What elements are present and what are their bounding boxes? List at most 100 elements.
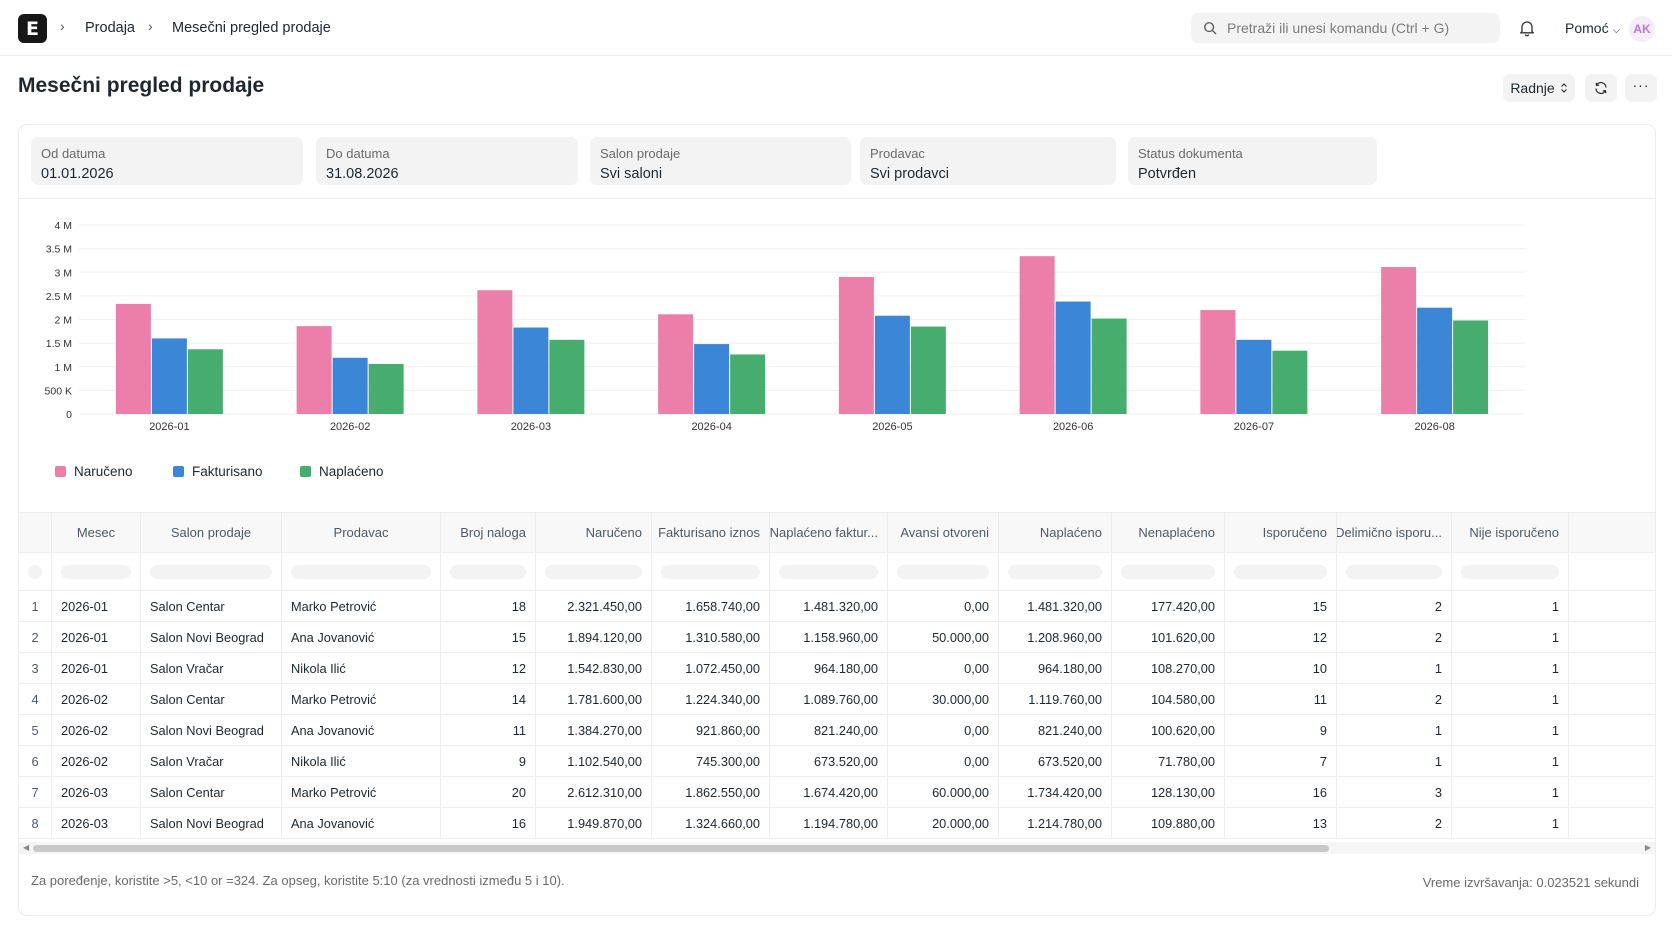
table-cell[interactable]: 14 (441, 684, 536, 714)
table-cell[interactable]: 1 (1452, 622, 1569, 652)
table-cell[interactable]: 1.384.270,00 (536, 715, 652, 745)
table-cell[interactable]: 964.180,00 (999, 653, 1112, 683)
column-filter-input[interactable] (1008, 564, 1102, 579)
column-filter-input[interactable] (1346, 564, 1442, 579)
search-bar[interactable] (1191, 13, 1500, 43)
table-cell[interactable]: 821.240,00 (770, 715, 888, 745)
column-filter-input[interactable] (1121, 564, 1215, 579)
table-cell[interactable]: 2026-03 (52, 808, 141, 838)
checkbox[interactable] (28, 564, 42, 579)
table-cell[interactable]: 20.000,00 (888, 808, 999, 838)
table-cell[interactable]: 50.000,00 (888, 622, 999, 652)
table-cell[interactable]: 673.520,00 (999, 746, 1112, 776)
column-filter-input[interactable] (1461, 564, 1559, 579)
table-cell[interactable]: 0,00 (888, 591, 999, 621)
table-cell[interactable]: 16 (441, 808, 536, 838)
table-cell[interactable]: Marko Petrović (282, 684, 441, 714)
table-cell[interactable]: 1.089.760,00 (770, 684, 888, 714)
table-cell[interactable]: 1.862.550,00 (652, 777, 770, 807)
table-cell[interactable]: 100.620,00 (1112, 715, 1225, 745)
column-filter[interactable] (282, 553, 441, 590)
actions-button[interactable]: Radnje (1503, 74, 1575, 102)
table-cell[interactable]: 0,00 (888, 653, 999, 683)
column-filter-input[interactable] (897, 564, 989, 579)
column-filter[interactable] (441, 553, 536, 590)
table-cell[interactable]: Ana Jovanović (282, 715, 441, 745)
column-filter[interactable] (888, 553, 999, 590)
table-cell[interactable]: 0,00 (888, 746, 999, 776)
table-cell[interactable]: 1 (1337, 715, 1452, 745)
table-cell[interactable]: 1.674.420,00 (770, 777, 888, 807)
column-header[interactable]: Prodavac (282, 513, 441, 552)
filter-from-date[interactable]: Od datuma 01.01.2026 (31, 137, 303, 185)
filter-salon[interactable]: Salon prodaje Svi saloni (590, 137, 851, 185)
table-cell[interactable]: 71.780,00 (1112, 746, 1225, 776)
table-cell[interactable]: 2 (1337, 808, 1452, 838)
table-cell[interactable]: 108.270,00 (1112, 653, 1225, 683)
table-cell[interactable]: 1.894.120,00 (536, 622, 652, 652)
table-cell[interactable]: 9 (441, 746, 536, 776)
column-header[interactable]: Mesec (52, 513, 141, 552)
table-cell[interactable]: Marko Petrović (282, 777, 441, 807)
table-cell[interactable]: 2 (1337, 622, 1452, 652)
column-filter[interactable] (999, 553, 1112, 590)
table-cell[interactable]: Salon Centar (141, 684, 282, 714)
column-filter-input[interactable] (150, 564, 272, 579)
column-filter[interactable] (536, 553, 652, 590)
table-cell[interactable]: Salon Novi Beograd (141, 622, 282, 652)
table-cell[interactable]: 1 (1452, 715, 1569, 745)
table-cell[interactable]: 1 (1452, 684, 1569, 714)
table-cell[interactable]: 1.324.660,00 (652, 808, 770, 838)
table-cell[interactable]: 10 (1225, 653, 1337, 683)
bell-icon[interactable] (1518, 19, 1536, 37)
breadcrumb-prodaja[interactable]: Prodaja (85, 20, 135, 36)
table-cell[interactable]: 15 (1225, 591, 1337, 621)
table-cell[interactable]: 1 (1452, 591, 1569, 621)
table-cell[interactable]: 1.072.450,00 (652, 653, 770, 683)
table-cell[interactable]: 2 (1337, 684, 1452, 714)
column-header[interactable]: Fakturisano iznos (652, 513, 770, 552)
table-cell[interactable]: 1.310.580,00 (652, 622, 770, 652)
table-cell[interactable]: 101.620,00 (1112, 622, 1225, 652)
table-cell[interactable]: Ana Jovanović (282, 622, 441, 652)
table-cell[interactable]: 12 (441, 653, 536, 683)
column-header[interactable]: Naplaćeno (999, 513, 1112, 552)
table-cell[interactable]: 1.194.780,00 (770, 808, 888, 838)
table-cell[interactable]: Marko Petrović (282, 591, 441, 621)
refresh-button[interactable] (1585, 74, 1617, 102)
column-filter-input[interactable] (450, 564, 526, 579)
table-cell[interactable]: 20 (441, 777, 536, 807)
table-cell[interactable]: Salon Novi Beograd (141, 715, 282, 745)
table-cell[interactable]: 1 (1452, 777, 1569, 807)
scroll-right-icon[interactable]: ▶ (1644, 843, 1651, 852)
column-header[interactable]: Nije isporučeno (1452, 513, 1569, 552)
table-cell[interactable]: 1.119.760,00 (999, 684, 1112, 714)
table-cell[interactable]: 1.949.870,00 (536, 808, 652, 838)
table-cell[interactable]: Salon Centar (141, 777, 282, 807)
table-cell[interactable]: 109.880,00 (1112, 808, 1225, 838)
table-cell[interactable]: 104.580,00 (1112, 684, 1225, 714)
table-cell[interactable]: 60.000,00 (888, 777, 999, 807)
table-cell[interactable]: Salon Vračar (141, 653, 282, 683)
table-cell[interactable]: 1.481.320,00 (770, 591, 888, 621)
legend-item[interactable]: Fakturisano (173, 464, 263, 479)
column-filter-input[interactable] (545, 564, 642, 579)
select-all-checkbox[interactable] (19, 553, 52, 590)
legend-item[interactable]: Naručeno (55, 464, 133, 479)
column-filter[interactable] (1452, 553, 1569, 590)
filter-to-date[interactable]: Do datuma 31.08.2026 (316, 137, 578, 185)
table-cell[interactable]: 1 (1452, 653, 1569, 683)
column-header[interactable]: Naručeno (536, 513, 652, 552)
scroll-left-icon[interactable]: ◀ (23, 843, 30, 852)
table-cell[interactable]: 11 (441, 715, 536, 745)
avatar[interactable]: AK (1629, 16, 1655, 42)
table-cell[interactable]: Salon Centar (141, 591, 282, 621)
table-cell[interactable]: 1.158.960,00 (770, 622, 888, 652)
table-cell[interactable]: 1 (1337, 653, 1452, 683)
table-cell[interactable]: 1.542.830,00 (536, 653, 652, 683)
table-cell[interactable]: 9 (1225, 715, 1337, 745)
table-cell[interactable]: Nikola Ilić (282, 653, 441, 683)
table-cell[interactable]: Salon Vračar (141, 746, 282, 776)
column-header[interactable]: Isporučeno (1225, 513, 1337, 552)
table-cell[interactable]: 821.240,00 (999, 715, 1112, 745)
